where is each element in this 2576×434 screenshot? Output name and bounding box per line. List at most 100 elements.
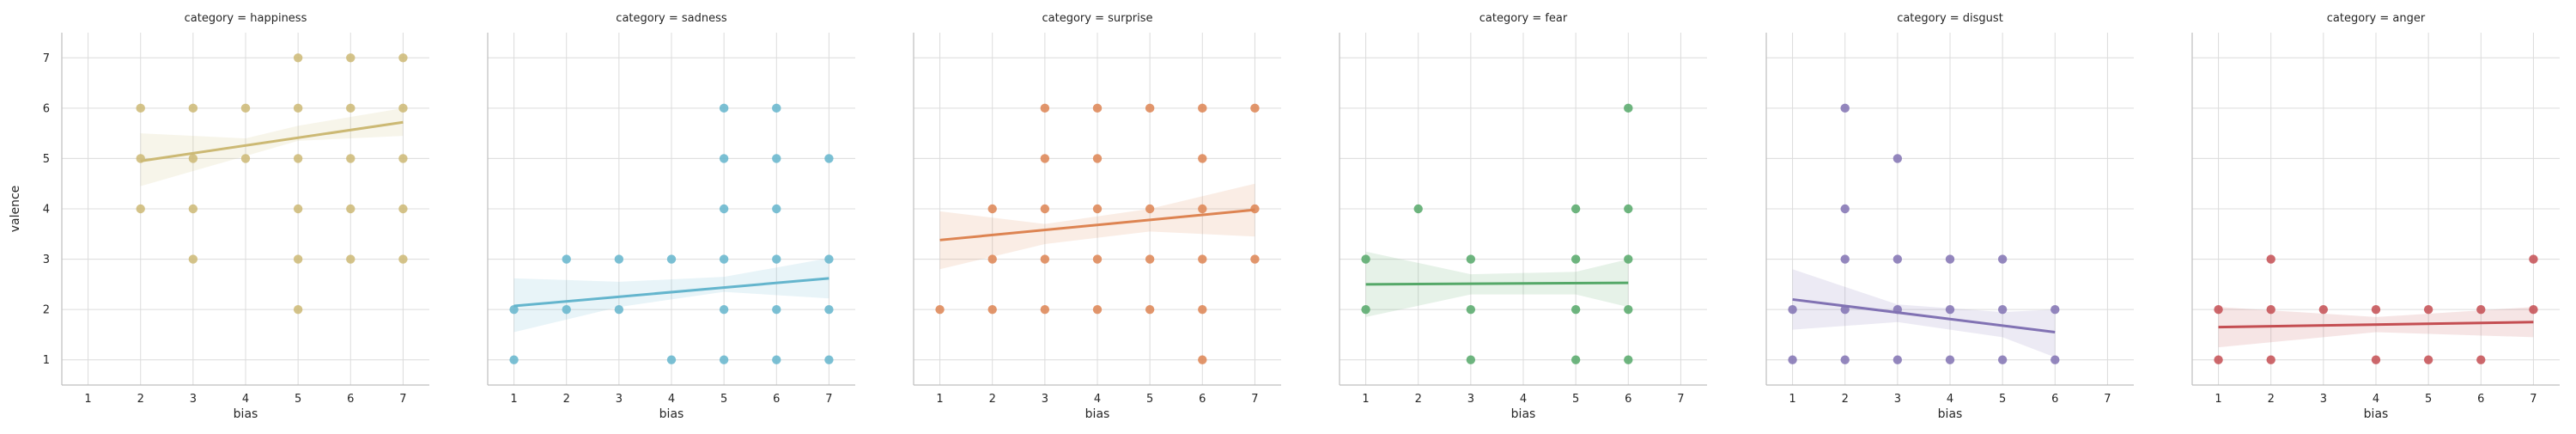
data-point <box>1413 204 1423 214</box>
data-point <box>293 204 303 214</box>
x-tick-label: 2 <box>989 393 996 406</box>
x-tick-label: 4 <box>1094 393 1101 406</box>
data-point <box>772 204 781 214</box>
data-point <box>1361 254 1370 264</box>
data-point <box>346 53 355 63</box>
data-point <box>562 304 571 315</box>
x-tick-label: 7 <box>1677 393 1684 406</box>
data-point <box>1040 204 1050 214</box>
data-point <box>1092 103 1103 113</box>
x-axis-label: bias <box>1085 407 1110 421</box>
x-tick-label: 6 <box>347 393 354 406</box>
x-tick-label: 2 <box>1842 393 1849 406</box>
x-tick-label: 4 <box>1520 393 1527 406</box>
data-point <box>293 154 303 163</box>
panel-title: category = fear <box>1479 12 1568 25</box>
data-point <box>1466 254 1476 264</box>
data-point <box>509 355 519 364</box>
data-point <box>987 204 997 214</box>
data-point <box>2266 304 2275 315</box>
data-point <box>1040 154 1050 163</box>
data-point <box>1198 355 1207 364</box>
x-tick-label: 3 <box>1894 393 1901 406</box>
data-point <box>1466 355 1476 364</box>
x-axis-label: bias <box>234 407 258 421</box>
panel-title: category = surprise <box>1042 12 1153 25</box>
y-tick-label: 1 <box>43 354 50 367</box>
facet-panel-happiness: 1 2 3 4 5 6 7 1 2 3 4 5 6 7 valence bias category = happ… <box>9 12 429 421</box>
data-point <box>293 254 303 264</box>
x-tick-label: 6 <box>2477 393 2484 406</box>
data-point <box>2214 304 2223 315</box>
data-point <box>824 154 834 163</box>
data-point <box>772 254 781 264</box>
x-tick-label: 5 <box>295 393 301 406</box>
confidence-band <box>939 183 1255 270</box>
data-point <box>1571 355 1581 364</box>
regression-line <box>1792 297 2056 333</box>
data-point <box>188 154 198 163</box>
data-point <box>1840 204 1850 214</box>
data-point <box>1624 304 1633 315</box>
data-point <box>136 103 145 113</box>
y-tick-label: 4 <box>43 204 50 217</box>
data-point <box>1571 204 1581 214</box>
x-tick-label: 3 <box>616 393 623 406</box>
data-point <box>398 154 408 163</box>
data-point <box>1145 103 1155 113</box>
data-point <box>614 304 624 315</box>
data-point <box>824 355 834 364</box>
x-tick-label: 5 <box>1999 393 2006 406</box>
data-point <box>1145 204 1155 214</box>
data-point <box>1198 254 1207 264</box>
data-point <box>346 154 355 163</box>
data-point <box>1361 304 1370 315</box>
data-point <box>1250 204 1260 214</box>
x-tick-label: 4 <box>668 393 675 406</box>
y-tick-label: 2 <box>43 304 50 317</box>
data-point <box>987 254 997 264</box>
panel-title: category = happiness <box>185 12 307 25</box>
data-point <box>1624 355 1633 364</box>
data-point <box>1624 254 1633 264</box>
data-point <box>2371 304 2381 315</box>
data-point <box>346 204 355 214</box>
x-tick-label: 2 <box>2268 393 2275 406</box>
data-point <box>1840 355 1850 364</box>
x-tick-label: 5 <box>1146 393 1153 406</box>
data-point <box>188 254 198 264</box>
confidence-band <box>140 107 404 186</box>
facet-panel-surprise: 1 2 3 4 5 6 7 bias category = surprise <box>913 12 1281 421</box>
confidence-band <box>513 258 829 333</box>
data-point <box>293 304 303 315</box>
data-point <box>1092 204 1103 214</box>
data-point <box>1997 254 2008 264</box>
x-tick-label: 3 <box>1042 393 1048 406</box>
data-point <box>2214 355 2223 364</box>
data-point <box>666 355 677 364</box>
data-point <box>346 254 355 264</box>
x-tick-label: 7 <box>825 393 832 406</box>
data-point <box>188 103 198 113</box>
x-tick-label: 5 <box>720 393 727 406</box>
data-point <box>1198 103 1207 113</box>
x-tick-label: 1 <box>936 393 943 406</box>
data-point <box>1624 204 1633 214</box>
panel-title: category = anger <box>2327 12 2426 25</box>
data-point <box>562 254 571 264</box>
data-point <box>2050 304 2060 315</box>
data-point <box>1945 254 1955 264</box>
regression-line <box>140 120 404 162</box>
data-point <box>240 154 251 163</box>
confidence-band <box>2218 307 2534 348</box>
x-tick-label: 7 <box>399 393 406 406</box>
y-tick-label: 5 <box>43 153 50 166</box>
x-tick-label: 4 <box>2372 393 2379 406</box>
data-point <box>1893 355 1903 364</box>
data-point <box>1893 254 1903 264</box>
x-tick-label: 7 <box>2104 393 2111 406</box>
data-point <box>2266 355 2275 364</box>
x-tick-label: 7 <box>2530 393 2537 406</box>
data-point <box>1997 304 2008 315</box>
data-point <box>2423 355 2433 364</box>
